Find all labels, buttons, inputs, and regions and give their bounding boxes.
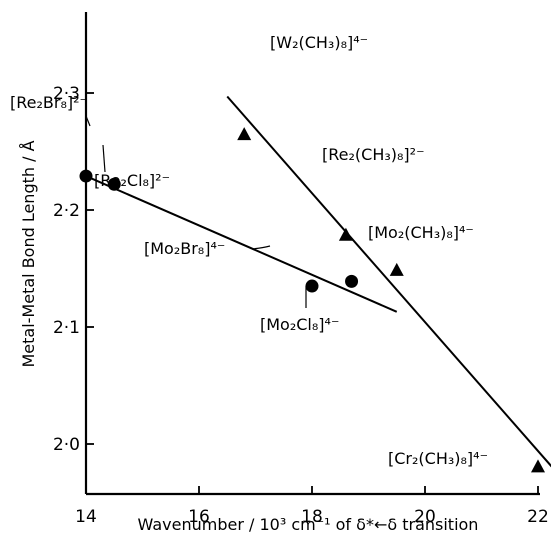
compound-label: [Cr₂(CH₃)₈]⁴⁻: [388, 449, 488, 468]
circle-marker: [345, 274, 359, 288]
x-tick-label: 16: [188, 507, 210, 527]
arrow-mo2br8: [251, 245, 271, 250]
circle-marker: [107, 177, 121, 191]
triangle-marker: [338, 227, 353, 241]
y-tick-label: 2·3: [53, 84, 80, 104]
arrow-re2cl8: [102, 144, 106, 173]
x-tick-label: 22: [527, 507, 549, 527]
y-tick-label: 2·2: [53, 201, 80, 221]
circle-marker: [79, 169, 93, 183]
x-tick-label: 14: [75, 507, 97, 527]
markers: [79, 127, 545, 473]
compound-label: [Mo₂(CH₃)₈]⁴⁻: [368, 223, 474, 242]
y-axis-title: Metal-Metal Bond Length / Å: [19, 140, 38, 367]
triangle-marker: [531, 459, 545, 473]
triangle-marker: [237, 127, 252, 141]
y-tick-label: 2·1: [53, 318, 80, 338]
compound-label: [Re₂Br₈]²⁻: [10, 93, 88, 112]
compound-label: [Mo₂Br₈]⁴⁻: [144, 239, 225, 258]
fit-lines: [85, 95, 551, 468]
compound-label: [Re₂(CH₃)₈]²⁻: [322, 145, 425, 164]
pointer-arrows: [85, 115, 307, 308]
y-tick-label: 2·0: [53, 435, 80, 455]
compound-label: [Re₂Cl₈]²⁻: [94, 171, 170, 190]
x-axis-title: Wavenumber / 10³ cm⁻¹ of δ*←δ transition: [138, 515, 479, 534]
ticks: 14 16 18 20 22 2·0 2·1 2·2 2·3: [53, 84, 549, 527]
compound-label: [W₂(CH₃)₈]⁴⁻: [270, 33, 368, 52]
triangle-marker: [389, 262, 404, 276]
x-tick-label: 18: [301, 507, 323, 527]
circle-marker: [305, 279, 319, 293]
compound-label: [Mo₂Cl₈]⁴⁻: [260, 315, 339, 334]
x-tick-label: 20: [414, 507, 436, 527]
arrow-re2br8: [85, 115, 91, 127]
point-labels: [Re₂Br₈]²⁻ [Re₂Cl₈]²⁻ [Mo₂Br₈]⁴⁻ [Mo₂Cl₈]⁴⁻…: [10, 33, 488, 468]
fit-line-halides: [85, 175, 398, 313]
fit-line-methyls: [226, 95, 551, 468]
